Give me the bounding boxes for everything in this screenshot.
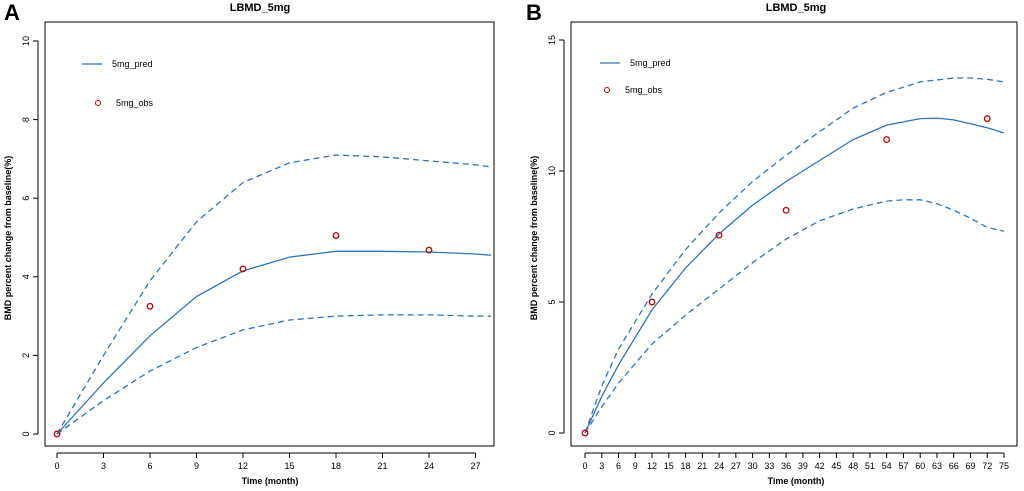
chart-b-x-tick-label: 45	[831, 461, 841, 471]
chart-a-ylabel: BMD percent change from baseline(%)	[3, 156, 13, 321]
chart-a-series-lower	[56, 314, 491, 435]
chart-b-x-tick-label: 27	[731, 461, 741, 471]
chart-b-xlabel: Time (month)	[768, 476, 825, 486]
chart-a-y-tick-label: 2	[21, 353, 31, 358]
chart-b-x-tick-label: 6	[616, 461, 621, 471]
chart-a-legend-obs-marker	[95, 100, 101, 106]
chart-a-y-tick-label: 6	[21, 196, 31, 201]
chart-b-x-tick-label: 24	[714, 461, 724, 471]
chart-a-series-upper	[56, 154, 492, 435]
chart-b-x-tick-label: 54	[882, 461, 892, 471]
chart-a-legend-obs-label: 5mg_obs	[116, 98, 154, 108]
chart-b-svg: B LBMD_5mg Time (month) BMD percent chan…	[526, 0, 1018, 486]
chart-a-x-tick-label: 15	[284, 461, 294, 471]
chart-a-obs-point	[425, 246, 433, 254]
chart-a-x-tick-label: 21	[377, 461, 387, 471]
chart-b-x-tick-label: 72	[982, 461, 992, 471]
chart-a-obs-point	[239, 265, 247, 273]
chart-b-x-tick-label: 15	[664, 461, 674, 471]
chart-b-x-tick-label: 33	[764, 461, 774, 471]
chart-a-x-tick-label: 24	[424, 461, 434, 471]
chart-b-legend-obs-marker	[604, 87, 610, 93]
chart-b-x-tick-label: 30	[748, 461, 758, 471]
chart-b-x-tick-label: 42	[815, 461, 825, 471]
panel-letter-b: B	[526, 0, 542, 25]
chart-b-x-tick-label: 48	[848, 461, 858, 471]
chart-b-y-tick-label: 10	[547, 166, 557, 176]
chart-a-obs-point	[53, 430, 61, 438]
panel-b: B LBMD_5mg Time (month) BMD percent chan…	[512, 0, 1024, 491]
chart-b-x-tick-label: 9	[633, 461, 638, 471]
chart-a-y-tick-label: 10	[21, 36, 31, 46]
chart-a-x-tick-label: 6	[147, 461, 152, 471]
chart-a-y-tick-label: 4	[21, 274, 31, 279]
chart-b-obs-point	[782, 206, 790, 214]
chart-b-x-tick-label: 36	[781, 461, 791, 471]
chart-a-svg: A LBMD_5mg Time (month) BMD percent chan…	[3, 0, 495, 486]
chart-a-plot-frame	[44, 21, 495, 447]
chart-b-x-tick-label: 39	[798, 461, 808, 471]
chart-b-x-tick-label: 12	[647, 461, 657, 471]
chart-b-obs-point	[883, 136, 891, 144]
chart-b-series-lower	[584, 199, 1005, 434]
chart-b-x-tick-label: 63	[932, 461, 942, 471]
chart-b-obs-point	[581, 429, 589, 437]
chart-b-obs-point	[983, 115, 991, 123]
chart-a-x-tick-label: 3	[101, 461, 106, 471]
chart-a-title: LBMD_5mg	[230, 2, 291, 14]
chart-a-x-tick-label: 9	[194, 461, 199, 471]
chart-a-y-tick-label: 0	[21, 431, 31, 436]
chart-a-x-tick-label: 18	[331, 461, 341, 471]
chart-b-x-tick-label: 75	[999, 461, 1009, 471]
chart-a-obs-point	[146, 302, 154, 310]
chart-b-x-tick-label: 66	[949, 461, 959, 471]
chart-b-plot: 0 3 6 9 12 15 18 21 24 27 30 33 36 39 42 45 48 51 54 57 60 63…	[547, 21, 1018, 471]
chart-b-x-tick-label: 0	[582, 461, 587, 471]
panel-letter-a: A	[4, 0, 20, 25]
chart-b-ylabel: BMD percent change from baseline(%)	[529, 156, 539, 321]
chart-a-x-tick-label: 27	[470, 461, 480, 471]
chart-a-x-tick-label: 12	[238, 461, 248, 471]
chart-b-x-tick-label: 57	[898, 461, 908, 471]
chart-b-x-tick-label: 60	[915, 461, 925, 471]
chart-a-series-5mg-pred	[56, 250, 492, 435]
chart-a-y-tick-label: 8	[21, 117, 31, 122]
chart-b-legend-obs-label: 5mg_obs	[625, 85, 663, 95]
chart-b-y-tick-label: 0	[547, 430, 557, 435]
chart-b-series-upper	[584, 77, 1005, 434]
chart-b-x-tick-label: 18	[681, 461, 691, 471]
chart-b-obs-point	[648, 298, 656, 306]
chart-a-x-tick-label: 0	[54, 461, 59, 471]
chart-a-legend-pred-label: 5mg_pred	[112, 59, 153, 69]
chart-b-title: LBMD_5mg	[766, 2, 827, 14]
chart-b-plot-frame	[570, 21, 1018, 447]
chart-b-series-5mg-pred	[584, 117, 1005, 434]
chart-b-x-tick-label: 69	[965, 461, 975, 471]
panel-a: A LBMD_5mg Time (month) BMD percent chan…	[3, 0, 495, 486]
chart-b-y-tick-label: 15	[547, 35, 557, 45]
chart-b-x-tick-label: 3	[599, 461, 604, 471]
chart-b-y-tick-label: 5	[547, 299, 557, 304]
chart-b-obs-point	[715, 231, 723, 239]
chart-b-legend-pred-label: 5mg_pred	[630, 58, 671, 68]
chart-b-x-tick-label: 51	[865, 461, 875, 471]
chart-a-xlabel: Time (month)	[242, 476, 299, 486]
chart-b-x-tick-label: 21	[697, 461, 707, 471]
chart-a-obs-point	[332, 232, 340, 239]
